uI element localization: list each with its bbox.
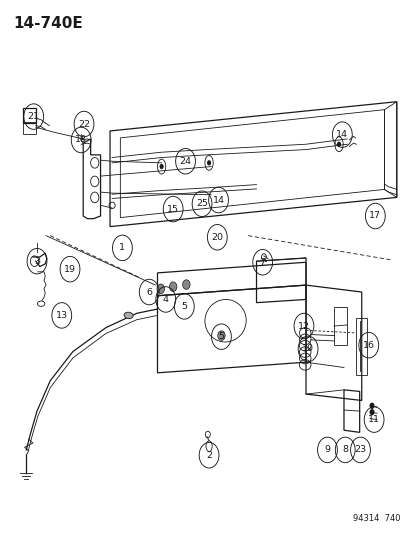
Circle shape bbox=[369, 409, 374, 415]
Circle shape bbox=[169, 282, 176, 292]
Text: 16: 16 bbox=[362, 341, 374, 350]
Text: 23: 23 bbox=[354, 446, 366, 455]
Text: 24: 24 bbox=[179, 157, 191, 166]
Text: 11: 11 bbox=[367, 415, 379, 424]
Text: 10: 10 bbox=[301, 344, 313, 353]
Text: 94314  740: 94314 740 bbox=[353, 514, 400, 523]
Text: 22: 22 bbox=[78, 119, 90, 128]
Text: 3: 3 bbox=[34, 257, 40, 265]
Text: 13: 13 bbox=[56, 311, 68, 320]
Circle shape bbox=[336, 142, 340, 147]
Text: 5: 5 bbox=[181, 302, 187, 311]
Circle shape bbox=[182, 280, 190, 289]
Text: 21: 21 bbox=[28, 112, 40, 121]
Circle shape bbox=[369, 402, 374, 409]
Text: 5: 5 bbox=[218, 332, 224, 341]
Text: 15: 15 bbox=[167, 205, 179, 214]
Text: 14-740E: 14-740E bbox=[13, 15, 83, 30]
Text: 14: 14 bbox=[335, 130, 347, 139]
Text: 9: 9 bbox=[324, 446, 330, 455]
Text: 8: 8 bbox=[342, 446, 347, 455]
Text: 12: 12 bbox=[297, 321, 309, 330]
Text: 6: 6 bbox=[146, 287, 152, 296]
Circle shape bbox=[206, 160, 211, 165]
Circle shape bbox=[217, 331, 225, 341]
Text: 2: 2 bbox=[206, 451, 211, 460]
Text: 20: 20 bbox=[211, 233, 223, 242]
Text: 25: 25 bbox=[196, 199, 208, 208]
Text: 14: 14 bbox=[212, 196, 224, 205]
Text: 4: 4 bbox=[162, 295, 169, 304]
Text: 7: 7 bbox=[259, 258, 265, 266]
Text: 17: 17 bbox=[368, 212, 380, 221]
Circle shape bbox=[159, 164, 163, 169]
Text: 19: 19 bbox=[64, 265, 76, 273]
Ellipse shape bbox=[124, 312, 133, 319]
Circle shape bbox=[157, 284, 164, 294]
Text: 1: 1 bbox=[119, 244, 125, 253]
Text: 18: 18 bbox=[75, 135, 87, 144]
